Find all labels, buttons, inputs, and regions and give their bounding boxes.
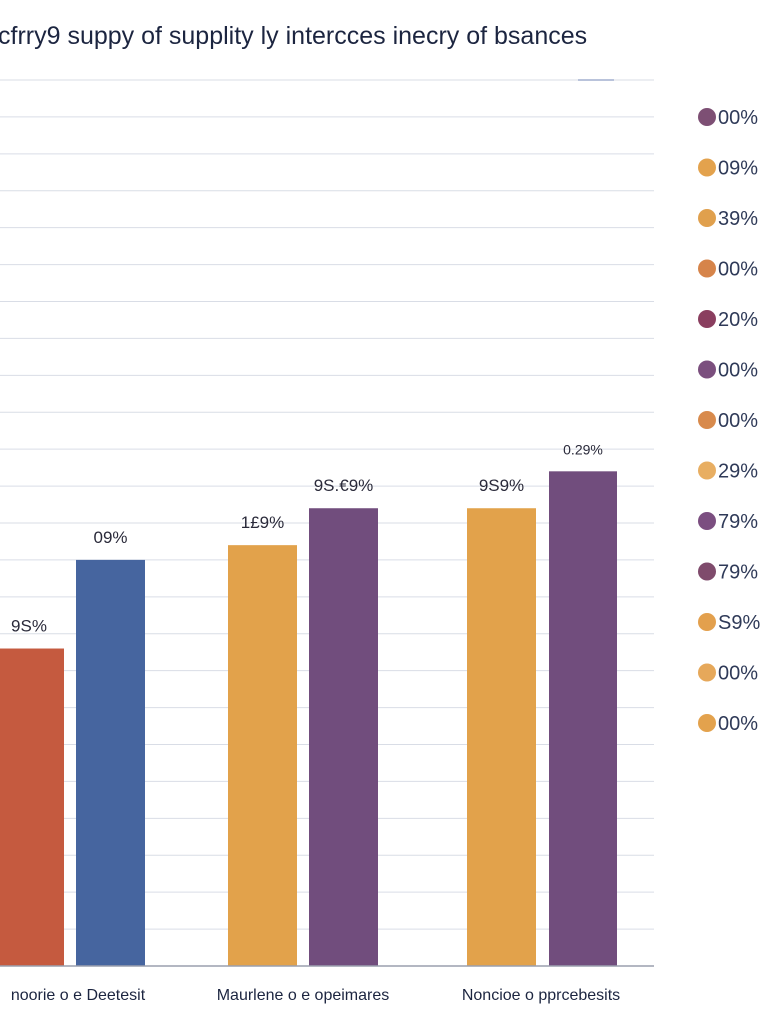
legend-marker xyxy=(698,613,716,631)
legend-item: 00% xyxy=(698,663,758,685)
chart-title: cfrry9 suppy of supplity ly intercces in… xyxy=(0,22,587,50)
legend-marker xyxy=(698,714,716,732)
legend-label: S9% xyxy=(718,612,760,634)
legend-item: 00% xyxy=(698,259,758,281)
category-label: Noncioe o pprcebesits xyxy=(462,987,620,1004)
legend-label: 29% xyxy=(718,461,758,483)
legend-marker xyxy=(698,310,716,328)
legend-label: 00% xyxy=(718,259,758,281)
legend-label: 00% xyxy=(718,713,758,735)
legend-marker xyxy=(698,562,716,581)
bar xyxy=(76,559,145,966)
bar xyxy=(309,508,378,966)
bar-value-label: 0.29% xyxy=(563,441,603,457)
category-label: noorie o e Deetesit xyxy=(11,987,146,1004)
legend-marker xyxy=(698,663,716,682)
legend-item: 79% xyxy=(698,562,758,584)
bars xyxy=(0,471,617,966)
legend-label: 39% xyxy=(718,208,758,230)
legend-item: 00% xyxy=(698,713,758,735)
legend-label: 00% xyxy=(718,360,758,382)
bar xyxy=(549,471,617,966)
bar-value-label: 09% xyxy=(93,528,127,547)
data-labels: 9S% 09% 1£9% 9S.€9% 9S9% 0.29% xyxy=(11,441,603,635)
bar xyxy=(0,648,64,966)
bar-value-label: 9S9% xyxy=(479,476,524,495)
bar xyxy=(228,545,297,966)
bar-value-label: 9S% xyxy=(11,617,47,636)
bar xyxy=(467,508,536,966)
legend-item: 39% xyxy=(698,208,758,230)
legend-marker xyxy=(698,461,716,480)
legend-item: 20% xyxy=(698,309,758,331)
legend-marker xyxy=(698,512,716,530)
legend-item: 79% xyxy=(698,511,758,533)
legend-item: S9% xyxy=(698,612,760,634)
legend-item: 00% xyxy=(698,410,758,432)
category-labels: noorie o e Deetesit Maurlene o e opeimare… xyxy=(11,987,620,1004)
category-label: Maurlene o e opeimares xyxy=(217,987,390,1004)
legend-label: 09% xyxy=(718,158,758,180)
legend-item: 00% xyxy=(698,360,758,382)
legend-marker xyxy=(698,158,716,177)
legend-marker xyxy=(698,411,716,429)
legend-label: 79% xyxy=(718,562,758,584)
legend-label: 79% xyxy=(718,511,758,533)
legend-marker xyxy=(698,209,716,227)
legend-marker xyxy=(698,259,716,278)
legend: 00% 09% 39% 00% 20% 00% 00% 29% 79% 79% S9% 00% 00% xyxy=(698,107,760,735)
legend-marker xyxy=(698,360,716,379)
legend-item: 00% xyxy=(698,107,758,129)
legend-label: 00% xyxy=(718,663,758,685)
legend-label: 00% xyxy=(718,107,758,129)
bar-value-label: 9S.€9% xyxy=(314,476,374,495)
legend-label: 20% xyxy=(718,309,758,331)
legend-item: 29% xyxy=(698,461,758,483)
bar-value-label: 1£9% xyxy=(241,513,284,532)
legend-marker xyxy=(698,108,716,126)
legend-item: 09% xyxy=(698,158,758,180)
legend-label: 00% xyxy=(718,410,758,432)
